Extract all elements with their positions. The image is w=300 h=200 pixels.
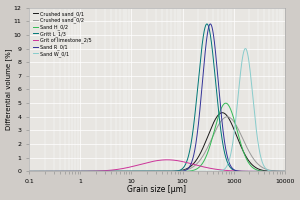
Crushed sand_0/1 [220,111,224,114]
Sand W_0/1 [278,170,282,173]
Grit of limestone_2/5 [57,170,60,173]
Sand H_0/2 [72,170,75,173]
Sand H_0/2 [250,166,254,168]
Gritt L_1/3 [136,170,140,173]
Sand W_0/1 [244,47,247,50]
Gritt L_1/3 [205,23,209,25]
Sand R_0/1 [57,170,60,173]
Crushed sand_0/2 [136,170,140,173]
Line: Sand R_0/1: Sand R_0/1 [29,24,285,171]
Crushed sand_0/2 [27,170,31,173]
Grit of limestone_2/5 [165,159,169,161]
Sand H_0/2 [27,170,31,173]
Gritt L_1/3 [283,170,286,173]
Crushed sand_0/2 [225,116,229,118]
Sand R_0/1 [136,170,140,173]
Line: Crushed sand_0/2: Crushed sand_0/2 [29,117,285,171]
Sand H_0/2 [136,170,140,173]
Grit of limestone_2/5 [136,164,140,166]
Line: Crushed sand_0/1: Crushed sand_0/1 [29,113,285,171]
Crushed sand_0/2 [278,170,282,172]
Grit of limestone_2/5 [283,170,286,173]
Sand H_0/2 [125,170,129,173]
Grit of limestone_2/5 [125,166,129,169]
Crushed sand_0/1 [283,170,286,173]
Sand H_0/2 [224,102,227,104]
Crushed sand_0/1 [57,170,60,173]
Crushed sand_0/2 [250,156,254,158]
Sand W_0/1 [283,170,286,173]
Crushed sand_0/1 [125,170,129,173]
Sand H_0/2 [278,170,282,173]
Crushed sand_0/1 [72,170,75,173]
Grit of limestone_2/5 [278,170,282,173]
Y-axis label: Differential volume [%]: Differential volume [%] [6,49,12,130]
X-axis label: Grain size [μm]: Grain size [μm] [128,185,187,194]
Sand W_0/1 [57,170,60,173]
Grit of limestone_2/5 [250,170,254,173]
Crushed sand_0/2 [72,170,75,173]
Gritt L_1/3 [57,170,60,173]
Gritt L_1/3 [72,170,75,173]
Crushed sand_0/2 [57,170,60,173]
Crushed sand_0/1 [250,164,254,166]
Gritt L_1/3 [250,170,254,173]
Sand W_0/1 [136,170,140,173]
Sand H_0/2 [57,170,60,173]
Sand R_0/1 [250,170,254,173]
Gritt L_1/3 [125,170,129,173]
Gritt L_1/3 [27,170,31,173]
Line: Grit of limestone_2/5: Grit of limestone_2/5 [29,160,285,171]
Line: Sand H_0/2: Sand H_0/2 [29,103,285,171]
Grit of limestone_2/5 [27,170,31,173]
Crushed sand_0/1 [278,170,282,173]
Sand W_0/1 [250,90,254,93]
Line: Gritt L_1/3: Gritt L_1/3 [29,24,285,171]
Sand W_0/1 [125,170,129,173]
Gritt L_1/3 [278,170,282,173]
Crushed sand_0/1 [27,170,31,173]
Crushed sand_0/2 [125,170,129,173]
Line: Sand W_0/1: Sand W_0/1 [29,49,285,171]
Sand W_0/1 [72,170,75,173]
Legend: Crushed sand_0/1, Crushed sand_0/2, Sand H_0/2, Gritt L_1/3, Grit of limestone_2: Crushed sand_0/1, Crushed sand_0/2, Sand… [32,10,93,58]
Sand W_0/1 [27,170,31,173]
Grit of limestone_2/5 [72,170,75,173]
Sand R_0/1 [208,23,212,25]
Sand R_0/1 [283,170,286,173]
Sand R_0/1 [278,170,282,173]
Sand R_0/1 [27,170,31,173]
Crushed sand_0/2 [283,170,286,173]
Sand R_0/1 [125,170,129,173]
Sand H_0/2 [283,170,286,173]
Sand R_0/1 [72,170,75,173]
Crushed sand_0/1 [136,170,140,173]
